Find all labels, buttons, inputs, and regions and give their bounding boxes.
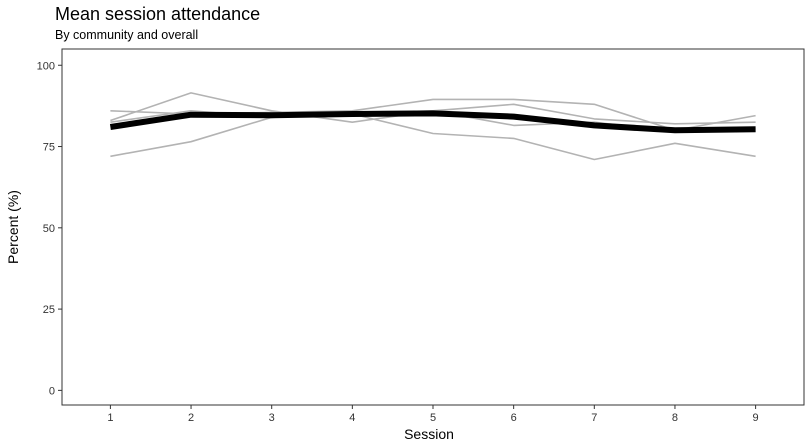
- axis-ticks-layer: 0 25 50 75 100 1 2 3 4 5 6 7 8 9: [37, 60, 759, 424]
- y-tick-label: 0: [49, 385, 55, 397]
- x-tick-label: 5: [430, 412, 436, 424]
- y-axis-title: Percent (%): [5, 190, 21, 264]
- x-tick-label: 7: [591, 412, 597, 424]
- x-tick-label: 9: [753, 412, 759, 424]
- x-tick-label: 8: [672, 412, 678, 424]
- y-tick-label: 75: [43, 142, 55, 154]
- community-series-line-3: [110, 113, 756, 161]
- x-tick-label: 6: [511, 412, 517, 424]
- overall-series-line: [109, 110, 756, 134]
- plot-panel-border: [61, 48, 805, 406]
- series-layer: [109, 92, 756, 161]
- y-tick-label: 100: [37, 60, 55, 72]
- x-tick-label: 3: [269, 412, 275, 424]
- x-axis-title: Session: [404, 426, 454, 442]
- chart-title: Mean session attendance: [55, 4, 261, 24]
- y-tick-label: 25: [43, 304, 55, 316]
- x-tick-label: 4: [349, 412, 355, 424]
- community-series-line-2: [110, 92, 756, 125]
- chart-subtitle: By community and overall: [55, 28, 199, 42]
- x-tick-label: 1: [107, 412, 113, 424]
- y-tick-label: 50: [43, 223, 55, 235]
- x-tick-label: 2: [188, 412, 194, 424]
